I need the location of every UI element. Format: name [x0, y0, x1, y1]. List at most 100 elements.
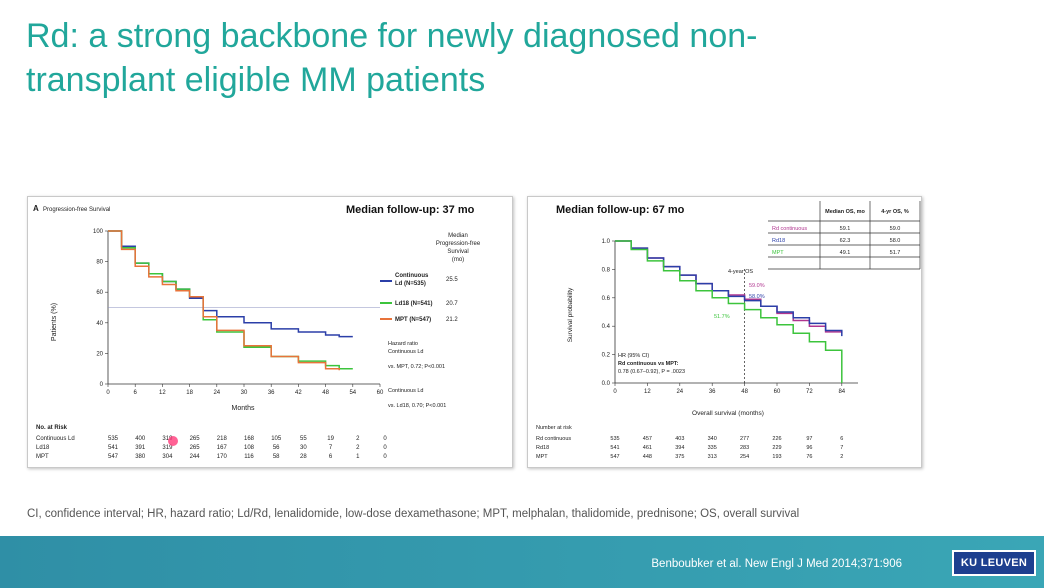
- risk-value: 319: [162, 436, 173, 442]
- risk-row-label: Continuous Ld: [36, 436, 75, 442]
- x-tick-label: 24: [213, 390, 220, 396]
- risk-value: 19: [327, 436, 334, 442]
- os-marker-label: 4-year OS: [728, 269, 753, 275]
- risk-value: 2: [356, 436, 360, 442]
- os-risk-header: Number at risk: [536, 425, 572, 431]
- risk-value: 30: [300, 445, 307, 451]
- hazard-line-3: vs. MPT, 0.72; P<0.001: [388, 364, 445, 370]
- risk-value: 265: [190, 445, 201, 451]
- pfs-plot-area: 0 6 12 18 24 30 36 42 48 54 60 0 20 40 60 80 100: [93, 229, 384, 396]
- risk-value: 168: [244, 436, 255, 442]
- pfs-risk-table: No. at Risk Continuous Ld 535 400 319 265 218…: [36, 425, 387, 460]
- risk-value: 7: [840, 445, 843, 451]
- risk-value: 375: [675, 454, 684, 460]
- risk-value: 6: [329, 454, 333, 460]
- risk-value: 541: [108, 445, 119, 451]
- os-hr-line-1: HR (95% CI): [618, 353, 649, 359]
- risk-row-label: Rd18: [536, 445, 549, 451]
- x-tick-label: 60: [774, 389, 781, 395]
- x-tick-label: 54: [349, 390, 356, 396]
- cursor-highlight: [168, 436, 178, 446]
- risk-value: 340: [708, 436, 717, 442]
- risk-value: 76: [806, 454, 812, 460]
- x-tick-label: 0: [613, 389, 617, 395]
- risk-value: 0: [383, 454, 387, 460]
- risk-value: 58: [273, 454, 280, 460]
- title-line-2: transplant eligible MM patients: [26, 61, 486, 99]
- hazard-line-1: Hazard ratio: [388, 341, 418, 347]
- series-line-ld18: [108, 230, 353, 370]
- legend-label-continuous-ld-1: Continuous: [395, 273, 429, 279]
- series-line-mpt: [108, 230, 340, 371]
- y-tick-label: 100: [93, 229, 104, 235]
- risk-value: 6: [840, 436, 843, 442]
- os-table-header-4yr: 4-yr OS, %: [881, 209, 909, 215]
- risk-value: 218: [217, 436, 228, 442]
- risk-value: 193: [772, 454, 781, 460]
- risk-value: 448: [643, 454, 652, 460]
- os-table-4yr-mpt: 51.7: [890, 250, 901, 256]
- y-tick-label: 0.4: [602, 324, 611, 330]
- slide-title: Rd: a strong backbone for newly diagnose…: [26, 14, 986, 102]
- risk-value: 170: [217, 454, 228, 460]
- risk-value: 7: [329, 445, 333, 451]
- risk-value: 313: [708, 454, 717, 460]
- ku-leuven-logo: KU LEUVEN: [952, 550, 1036, 576]
- legend-header-4: (mo): [452, 257, 464, 263]
- risk-value: 547: [108, 454, 119, 460]
- hazard-line-6: vs. Ld18, 0.70; P<0.001: [388, 403, 446, 409]
- hazard-line-5: Continuous Ld: [388, 388, 423, 394]
- os-point-label-mpt: 51.7%: [714, 314, 730, 320]
- risk-value: 535: [108, 436, 119, 442]
- os-hr-line-3: 0.78 (0.67–0.92), P = .0023: [618, 369, 685, 375]
- pfs-panel-label: A: [33, 204, 39, 213]
- os-summary-table: Median OS, mo 4-yr OS, % Rd continuous 5…: [768, 201, 921, 270]
- risk-row-label: Rd continuous: [536, 436, 571, 442]
- risk-value: 541: [610, 445, 619, 451]
- x-tick-label: 36: [709, 389, 716, 395]
- risk-value: 403: [675, 436, 684, 442]
- risk-value: 277: [740, 436, 749, 442]
- y-tick-label: 1.0: [602, 239, 611, 245]
- pfs-figure-panel: A Progression-free Survival Median follo…: [27, 196, 513, 468]
- x-tick-label: 48: [322, 390, 329, 396]
- risk-value: 0: [383, 445, 387, 451]
- risk-value: 319: [162, 445, 173, 451]
- y-tick-label: 80: [96, 260, 103, 266]
- risk-value: 535: [610, 436, 619, 442]
- legend-header-3: Survival: [447, 249, 468, 255]
- risk-value: 244: [190, 454, 201, 460]
- os-plot-area: 0 12 24 36 48 60 72 84 0.0 0.2 0.4 0.6 0.8 1.0: [602, 239, 858, 395]
- os-table-4yr-rd18: 58.0: [890, 238, 901, 244]
- pfs-header: Median follow-up: 37 mo: [346, 204, 475, 216]
- risk-value: 167: [217, 445, 228, 451]
- pfs-xlabel: Months: [232, 405, 255, 412]
- citation: Benboubker et al. New Engl J Med 2014;37…: [651, 558, 902, 570]
- os-table-header-median: Median OS, mo: [825, 209, 865, 215]
- risk-value: 335: [708, 445, 717, 451]
- x-tick-label: 60: [377, 390, 384, 396]
- legend-median-continuous-ld: 25.5: [446, 277, 458, 283]
- x-tick-label: 42: [295, 390, 302, 396]
- risk-value: 28: [300, 454, 307, 460]
- y-tick-label: 0.2: [602, 353, 611, 359]
- risk-value: 254: [740, 454, 749, 460]
- legend-label-ld18: Ld18 (N=541): [395, 301, 433, 307]
- pfs-legend: Median Progression-free Survival (mo) Co…: [380, 233, 481, 409]
- x-tick-label: 24: [676, 389, 683, 395]
- risk-value: 0: [383, 436, 387, 442]
- os-table-4yr-rd-continuous: 59.0: [890, 226, 901, 232]
- risk-value: 380: [135, 454, 146, 460]
- risk-value: 1: [356, 454, 360, 460]
- os-table-row-rd18: Rd18: [772, 238, 785, 244]
- y-tick-label: 0.6: [602, 296, 611, 302]
- pfs-chart: A Progression-free Survival Median follo…: [33, 204, 481, 460]
- series-line-mpt: [615, 240, 843, 383]
- x-tick-label: 12: [644, 389, 651, 395]
- risk-value: 283: [740, 445, 749, 451]
- os-table-median-rd18: 62.3: [840, 238, 851, 244]
- x-tick-label: 72: [806, 389, 813, 395]
- x-tick-label: 36: [268, 390, 275, 396]
- os-table-median-rd-continuous: 59.1: [840, 226, 851, 232]
- legend-header-2: Progression-free: [436, 241, 481, 247]
